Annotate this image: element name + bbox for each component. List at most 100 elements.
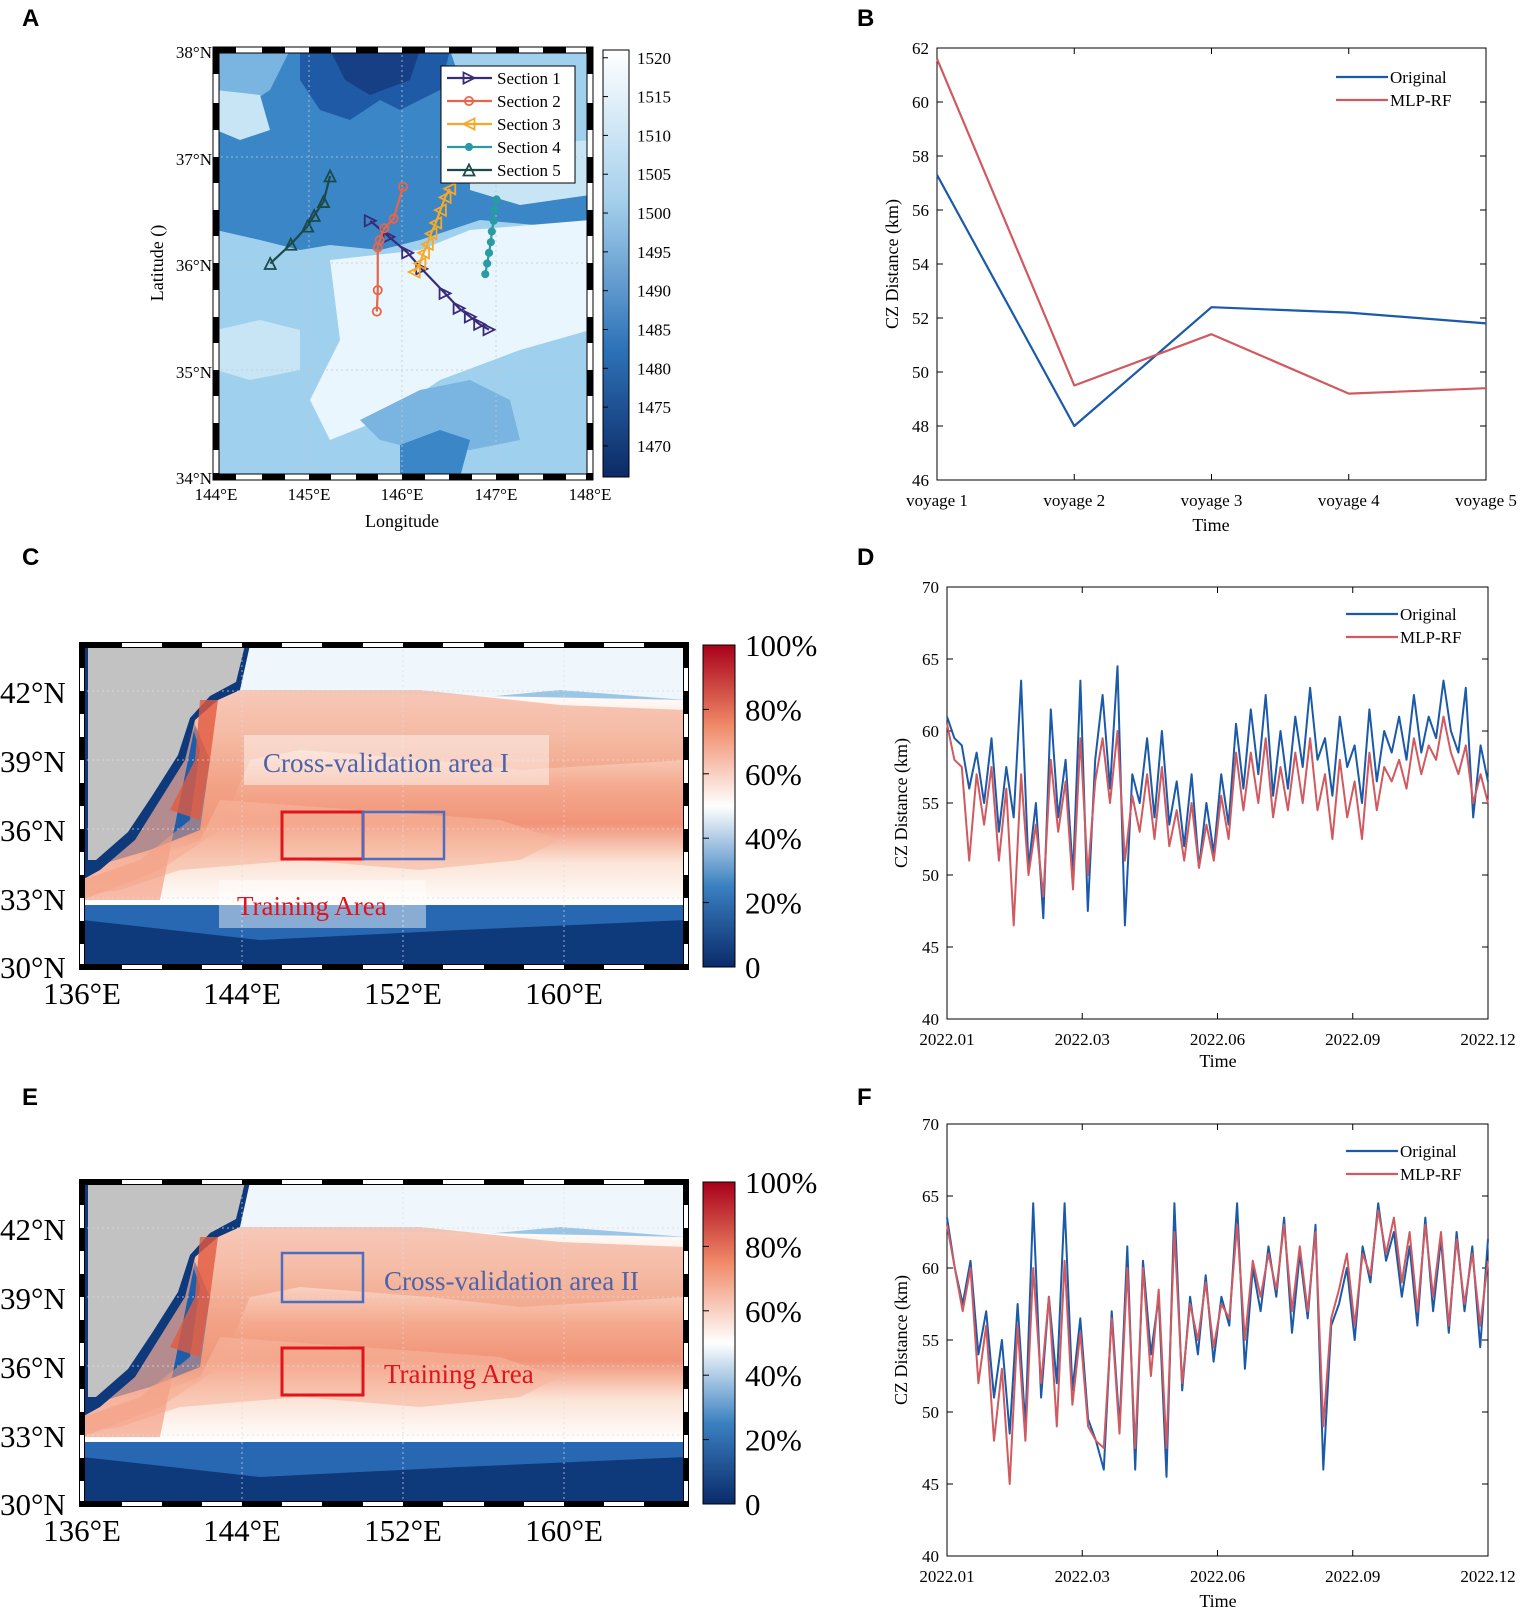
d-xtick-1: 2022.01 xyxy=(919,1030,974,1049)
b-ytick-62: 62 xyxy=(912,39,929,58)
a-track-4-point-6 xyxy=(489,216,498,225)
c-ytick-39: 39°N xyxy=(0,744,66,779)
d-plot-frame xyxy=(946,586,1489,1020)
c-training-label: Training Area xyxy=(237,891,387,921)
b-ytick-56: 56 xyxy=(912,201,929,220)
a-legend-marker-2 xyxy=(463,95,475,107)
a-cb-label-1520: 1520 xyxy=(637,49,671,68)
f-series-mlp-rf xyxy=(946,1209,1489,1485)
d-legend-label-2: MLP-RF xyxy=(1400,628,1461,647)
f-ytick-70: 70 xyxy=(922,1115,939,1134)
a-cb-label-1490: 1490 xyxy=(637,282,671,301)
f-ytick-40: 40 xyxy=(922,1547,939,1566)
c-cv-label: Cross-validation area I xyxy=(263,748,509,778)
d-xtick-4: 2022.09 xyxy=(1325,1030,1380,1049)
b-ytick-50: 50 xyxy=(912,363,929,382)
a-legend-label-1: Section 1 xyxy=(497,69,561,88)
c-ytick-36: 36°N xyxy=(0,813,66,848)
a-colorbar-ticks: 1470 1475 1480 1485 1490 1495 1500 1505 1510 1515… xyxy=(603,49,671,456)
d-ytick-70: 70 xyxy=(922,578,939,597)
e-cv-box xyxy=(280,1251,365,1304)
a-legend-label-5: Section 5 xyxy=(497,161,561,180)
c-cb-label-4: 80% xyxy=(745,692,802,727)
f-xtick-1: 2022.01 xyxy=(919,1567,974,1586)
b-legend-label-2: MLP-RF xyxy=(1390,91,1451,110)
f-xtick-3: 2022.06 xyxy=(1190,1567,1245,1586)
e-colorbar xyxy=(702,1181,736,1505)
a-track-5-point-5 xyxy=(316,194,331,208)
panel-a-y-ticks: 38°N 37°N 36°N 35°N 34°N xyxy=(176,43,212,488)
d-xtick-3: 2022.06 xyxy=(1190,1030,1245,1049)
panel-a-tracks xyxy=(263,168,501,337)
a-ytick-35: 35°N xyxy=(176,363,212,382)
f-legend: Original MLP-RF xyxy=(1346,1142,1461,1184)
a-track-2-point-6 xyxy=(388,213,399,224)
a-track-1-point-6 xyxy=(452,301,467,316)
b-ytick-60: 60 xyxy=(912,93,929,112)
a-track-3-point-6 xyxy=(428,215,443,230)
panel-label-b: B xyxy=(857,5,874,32)
c-heatmap-field xyxy=(82,645,686,967)
a-track-4-point-3 xyxy=(484,248,494,257)
e-xtick-136: 136°E xyxy=(43,1513,121,1548)
a-track-4-point-2 xyxy=(483,259,492,268)
b-xtick-1: voyage 1 xyxy=(906,491,968,510)
b-ytick-58: 58 xyxy=(912,147,929,166)
f-ytick-45: 45 xyxy=(922,1475,939,1494)
f-legend-label-1: Original xyxy=(1400,1142,1457,1161)
b-ylabel: CZ Distance (km) xyxy=(882,199,903,329)
a-track-5-point-6 xyxy=(323,168,338,183)
a-cb-label-1485: 1485 xyxy=(637,320,671,339)
panel-e-map: Cross-validation area II Training Area 3… xyxy=(0,1165,817,1548)
a-legend-marker-5 xyxy=(462,162,476,177)
c-y-ticks: 30°N 33°N 36°N 39°N 42°N xyxy=(0,675,66,985)
e-y-ticks: 30°N 33°N 36°N 39°N 42°N xyxy=(0,1212,66,1522)
e-cb-label-4: 80% xyxy=(745,1229,802,1264)
a-xtick-148: 148°E xyxy=(569,485,612,504)
panel-d-chart: 40 45 50 55 60 65 70 2022.01 2022.03 2022.06 2022.… xyxy=(891,578,1516,1071)
d-ylabel: CZ Distance (km) xyxy=(891,738,912,868)
f-xlabel: Time xyxy=(1199,1591,1236,1611)
c-ytick-33: 33°N xyxy=(0,882,66,917)
a-track-4-point-5 xyxy=(487,227,496,236)
c-xtick-152: 152°E xyxy=(364,976,442,1011)
a-track-2-point-2 xyxy=(372,285,383,296)
d-legend-label-1: Original xyxy=(1400,605,1457,624)
a-colorbar xyxy=(602,49,630,478)
a-legend-marker-1 xyxy=(462,71,477,85)
e-xtick-144: 144°E xyxy=(203,1513,281,1548)
b-xlabel: Time xyxy=(1192,515,1229,535)
f-ytick-65: 65 xyxy=(922,1187,939,1206)
panel-a-x-ticks: 144°E 145°E 146°E 147°E 148°E xyxy=(195,485,612,504)
c-label-backdrop-cv xyxy=(244,735,549,785)
a-track-3-point-7 xyxy=(432,203,447,218)
a-cb-label-1500: 1500 xyxy=(637,204,671,223)
b-xtick-2: voyage 2 xyxy=(1043,491,1105,510)
f-xtick-2: 2022.03 xyxy=(1055,1567,1110,1586)
a-track-5-point-2 xyxy=(283,236,298,251)
e-colorbar-ticks: 0 20% 40% 60% 80% 100% xyxy=(703,1165,817,1522)
a-ytick-38: 38°N xyxy=(176,43,212,62)
a-track-1-point-8 xyxy=(473,317,488,332)
b-legend-label-1: Original xyxy=(1390,68,1447,87)
a-track-line-2 xyxy=(375,186,405,312)
a-track-2-point-1 xyxy=(371,306,382,317)
b-ytick-54: 54 xyxy=(912,255,930,274)
a-xtick-145: 145°E xyxy=(288,485,331,504)
panel-a-frame xyxy=(212,46,594,481)
b-series xyxy=(935,58,1487,428)
a-track-3-point-1 xyxy=(406,265,421,279)
a-track-4-point-4 xyxy=(486,238,495,247)
e-cb-label-2: 40% xyxy=(745,1358,802,1393)
c-colorbar xyxy=(702,644,736,968)
c-grid xyxy=(82,645,686,967)
d-ytick-65: 65 xyxy=(922,650,939,669)
c-label-backdrop-train xyxy=(219,880,426,928)
e-cb-label-3: 60% xyxy=(745,1294,802,1329)
panel-label-e: E xyxy=(22,1084,38,1111)
e-training-label: Training Area xyxy=(384,1359,534,1389)
a-cb-label-1510: 1510 xyxy=(637,126,671,145)
f-ytick-55: 55 xyxy=(922,1331,939,1350)
a-track-1-point-5 xyxy=(438,286,453,301)
a-track-1-point-1 xyxy=(363,213,378,228)
